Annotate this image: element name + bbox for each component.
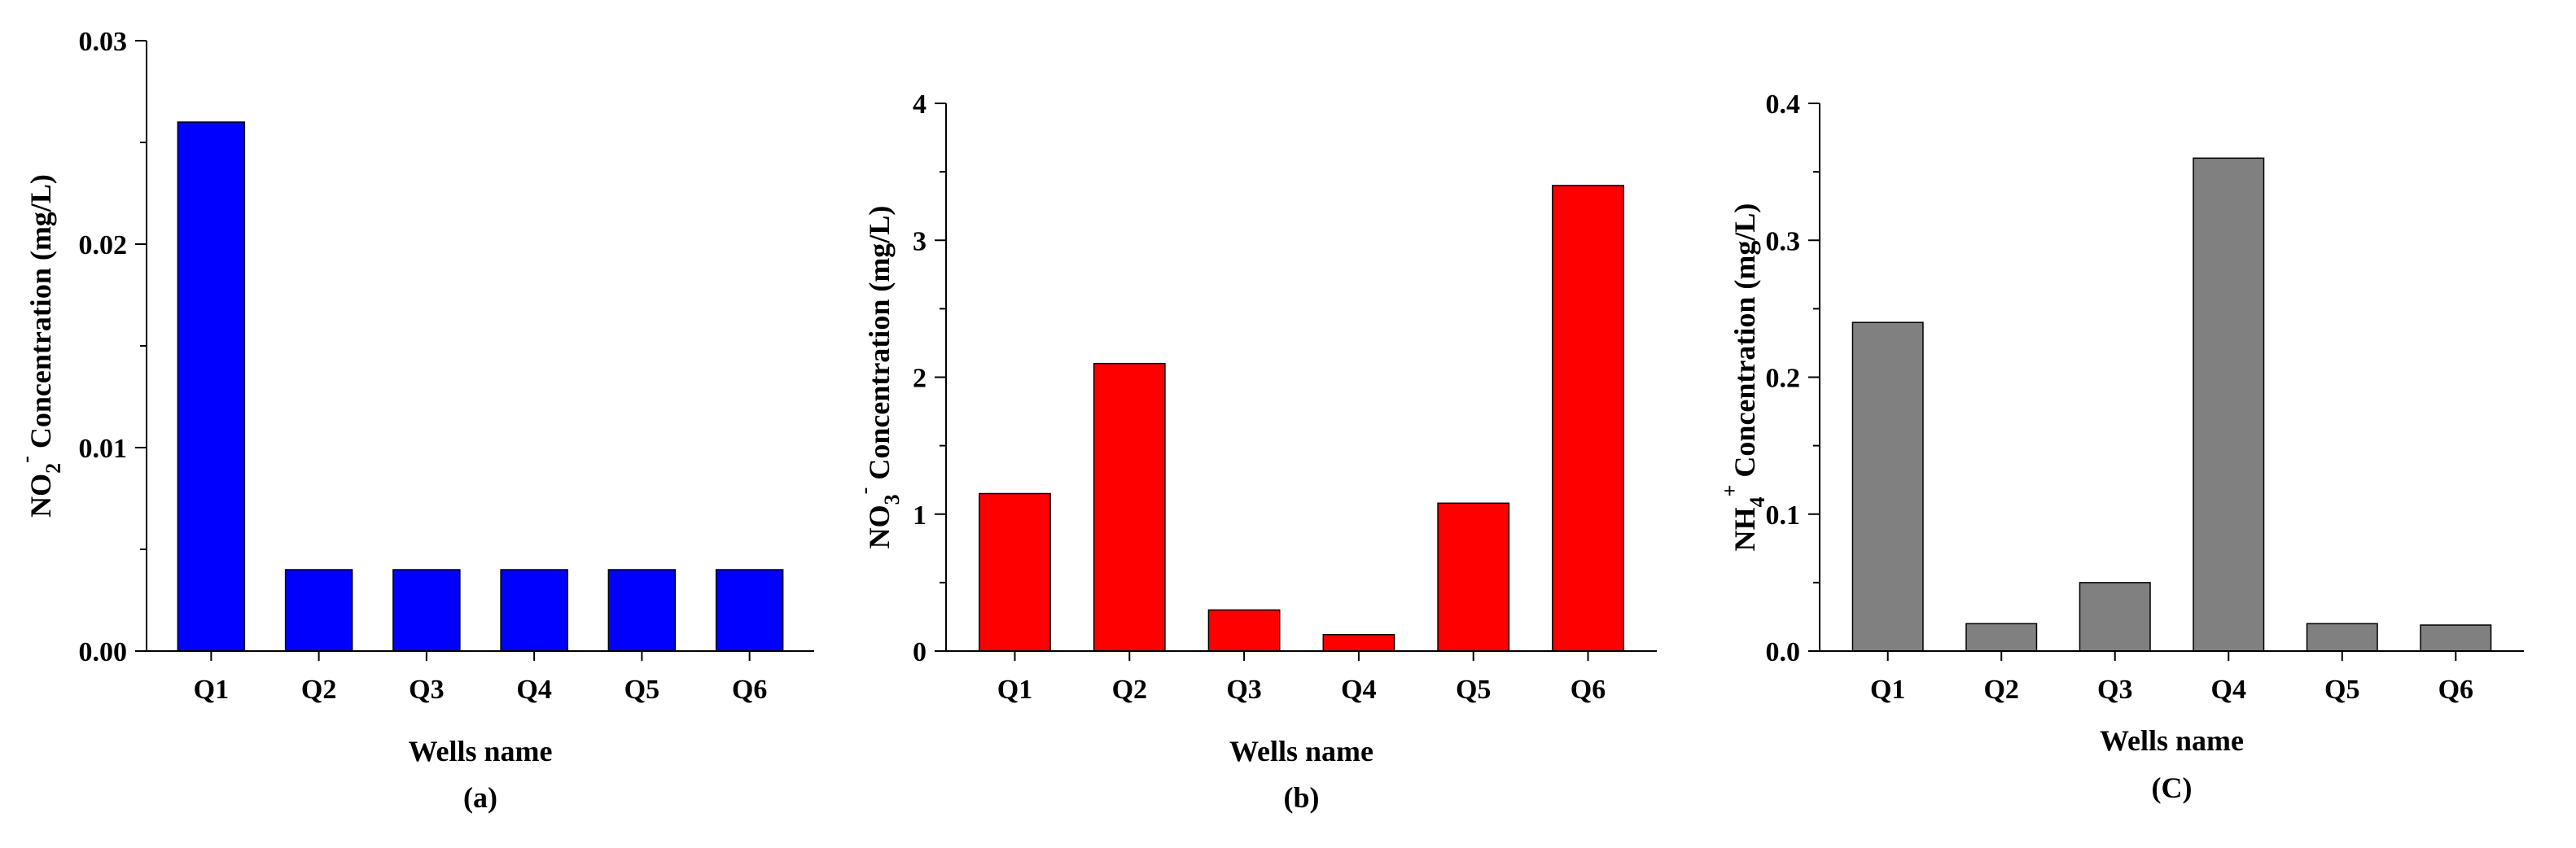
chart-3: 0.0 0.1 0.2 0.3 0.4 Q1 Q2 Q3 Q4 Q5 Q6 Wells name (C)… [1718, 90, 2524, 804]
y-tick-label: 0.00 [79, 637, 128, 667]
bar-q3 [392, 569, 461, 652]
panel-caption: (a) [463, 781, 497, 814]
bar-q6 [715, 569, 784, 652]
x-tick-label-q5: Q5 [624, 675, 659, 705]
y-axis-label: NO2- Concentration (mg/L) [14, 174, 65, 518]
bar-q5 [2306, 623, 2378, 652]
x-tick-label-q1: Q1 [997, 675, 1032, 705]
y-tick-label: 0.2 [1766, 364, 1801, 394]
x-tick-label-q2: Q2 [1983, 675, 2018, 705]
bar-q1 [177, 121, 246, 652]
bar-q4 [2193, 157, 2265, 652]
panel-caption: (b) [1284, 781, 1320, 814]
bar-q2 [284, 569, 353, 652]
y-tick-label: 0.01 [79, 434, 128, 464]
bar-q3 [1207, 609, 1281, 652]
bar-q2 [1093, 362, 1166, 652]
x-tick-label-q3: Q3 [409, 675, 444, 705]
bar-q6 [2420, 624, 2492, 652]
x-tick-label-q4: Q4 [516, 675, 551, 705]
chart-2: 0 1 2 3 4 Q1 Q2 Q3 Q4 Q5 Q6 Wells name (b) NO3- Conce… [852, 90, 1657, 814]
y-tick-label: 0.03 [79, 27, 128, 57]
bar-q4 [1322, 634, 1395, 652]
y-tick-label: 0.4 [1766, 90, 1801, 120]
x-tick-label-q2: Q2 [301, 675, 336, 705]
x-tick-label-q2: Q2 [1112, 675, 1147, 705]
x-tick-label-q5: Q5 [2324, 675, 2359, 705]
y-tick-label: 0.3 [1766, 226, 1801, 256]
y-axis-label: NO3- Concentration (mg/L) [852, 206, 904, 549]
chart-1: 0.00 0.01 0.02 0.03 Q1 Q2 Q3 Q4 Q5 Q6 Wells name (a… [14, 27, 814, 814]
bar-q1 [979, 492, 1051, 652]
bar-q5 [1437, 502, 1510, 652]
y-tick-label: 3 [913, 226, 927, 256]
y-axis-label: NH4+ Concentration (mg/L) [1718, 203, 1769, 552]
bar-q5 [607, 569, 677, 652]
bar-q1 [1851, 321, 1924, 652]
x-tick-label-q3: Q3 [2097, 675, 2132, 705]
y-tick-label: 1 [913, 500, 927, 531]
bar-q4 [500, 569, 568, 652]
x-tick-label-q6: Q6 [2438, 675, 2473, 705]
x-tick-label-q1: Q1 [1870, 675, 1905, 705]
x-tick-label-q4: Q4 [1341, 675, 1376, 705]
x-tick-label-q5: Q5 [1456, 675, 1491, 705]
y-tick-label: 2 [913, 364, 927, 394]
x-axis-label: Wells name [409, 735, 553, 767]
bar-q3 [2079, 582, 2151, 652]
y-tick-label: 0 [913, 637, 927, 667]
x-axis-label: Wells name [1229, 735, 1373, 767]
x-tick-label-q4: Q4 [2211, 675, 2246, 705]
x-tick-label-q1: Q1 [194, 675, 229, 705]
x-tick-label-q6: Q6 [732, 675, 767, 705]
bar-q6 [1552, 185, 1624, 652]
y-tick-label: 0.0 [1766, 637, 1801, 667]
bar-q2 [1965, 623, 2038, 652]
x-tick-label-q3: Q3 [1226, 675, 1261, 705]
y-tick-label: 4 [913, 90, 927, 120]
y-tick-label: 0.1 [1766, 500, 1801, 531]
y-tick-label: 0.02 [79, 230, 128, 260]
x-tick-label-q6: Q6 [1571, 675, 1606, 705]
panel-caption: (C) [2152, 772, 2193, 804]
x-axis-label: Wells name [2100, 724, 2244, 757]
